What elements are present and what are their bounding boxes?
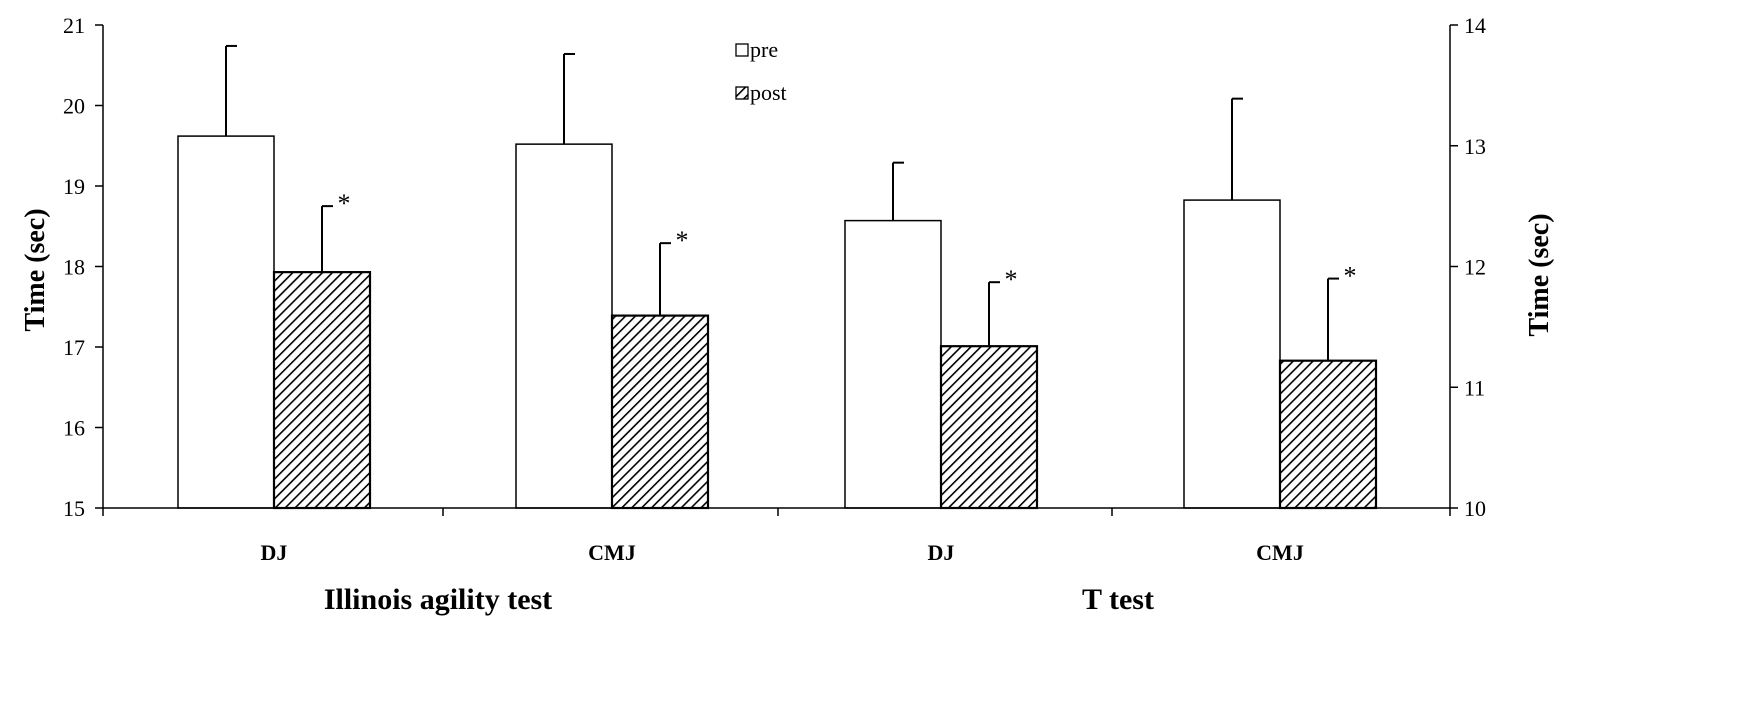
category-label: CMJ — [588, 540, 636, 565]
category-label: DJ — [261, 540, 288, 565]
left-tick-label: 16 — [63, 416, 85, 441]
bar-post — [939, 345, 1039, 510]
left-tick-label: 21 — [63, 13, 85, 38]
significance-star: * — [1344, 262, 1357, 291]
group-label: Illinois agility test — [324, 583, 552, 616]
bar-post — [1278, 359, 1378, 510]
bar-pre — [515, 143, 613, 509]
category-label: DJ — [928, 540, 955, 565]
legend: pre post — [735, 37, 787, 105]
bar-pre — [844, 219, 942, 509]
legend-swatch-post — [735, 86, 749, 100]
left-tick-label: 15 — [63, 496, 85, 521]
right-tick-label: 10 — [1464, 496, 1486, 521]
bar-pre — [177, 135, 275, 509]
right-tick-label: 11 — [1464, 375, 1485, 400]
bar-pre — [1183, 199, 1281, 509]
left-tick-label: 20 — [63, 94, 85, 119]
right-y-axis: 10 11 12 13 14 — [1449, 13, 1486, 521]
right-tick-label: 14 — [1464, 13, 1486, 38]
left-tick-label: 19 — [63, 174, 85, 199]
left-y-axis: 15 16 17 18 19 20 21 — [63, 13, 104, 521]
bar-post — [272, 271, 372, 510]
left-y-axis-title: Time (sec) — [20, 208, 51, 331]
significance-star: * — [1005, 265, 1018, 294]
significance-star: * — [676, 226, 689, 255]
group-label: T test — [1082, 583, 1154, 616]
legend-label-post: post — [750, 80, 787, 105]
legend-label-pre: pre — [750, 37, 778, 62]
right-tick-label: 12 — [1464, 255, 1486, 280]
left-tick-label: 17 — [63, 335, 85, 360]
bar-post — [610, 314, 710, 510]
category-label: CMJ — [1256, 540, 1304, 565]
right-tick-label: 13 — [1464, 134, 1486, 159]
bars: * * * * — [177, 44, 1378, 510]
legend-swatch-pre — [735, 43, 749, 57]
right-y-axis-title: Time (sec) — [1524, 213, 1555, 336]
x-axis: DJ CMJ DJ CMJ Illinois agility test T test — [102, 507, 1451, 616]
significance-star: * — [338, 189, 351, 218]
left-tick-label: 18 — [63, 255, 85, 280]
